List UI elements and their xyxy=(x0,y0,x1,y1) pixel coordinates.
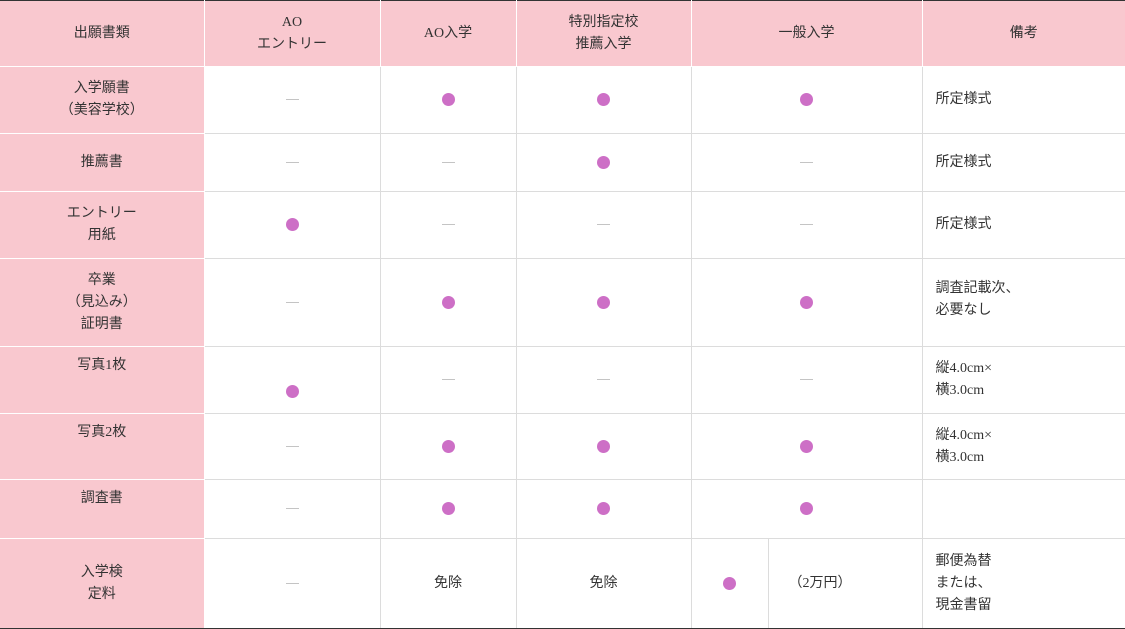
remarks-cell: 所定様式 xyxy=(921,133,1125,192)
row-label: 写真1枚 xyxy=(0,346,205,414)
table-row: 写真2枚 縦4.0cm× 横3.0cm xyxy=(0,413,1125,480)
table-row: 推薦書 所定様式 xyxy=(0,133,1125,192)
not-required-dash-icon xyxy=(285,301,299,303)
required-dot-icon xyxy=(441,439,455,453)
not-required-dash-icon xyxy=(285,582,299,584)
remarks-cell: 所定様式 xyxy=(921,66,1125,134)
table-row: 調査書 xyxy=(0,479,1125,539)
required-dot-icon xyxy=(597,155,610,169)
not-required-dash-icon xyxy=(285,508,299,510)
row-label: 調査書 xyxy=(0,479,205,539)
remarks-cell: 縦4.0cm× 横3.0cm xyxy=(921,346,1125,414)
mark-cell xyxy=(690,413,923,480)
mark-cell xyxy=(379,191,517,259)
mark-cell xyxy=(690,258,923,347)
required-dot-icon xyxy=(597,439,610,453)
fee-special-value: 免除 xyxy=(515,538,692,629)
not-required-dash-icon xyxy=(800,379,813,381)
mark-cell xyxy=(515,479,692,539)
not-required-dash-icon xyxy=(285,161,299,163)
not-required-dash-icon xyxy=(441,379,455,381)
required-dot-icon xyxy=(441,295,455,309)
mark-cell xyxy=(515,66,692,134)
remarks-cell: 調査記載次、 必要なし xyxy=(921,258,1125,347)
mark-cell xyxy=(203,191,381,259)
required-dot-icon xyxy=(800,295,813,309)
not-required-dash-icon xyxy=(285,99,299,101)
mark-cell xyxy=(203,66,381,134)
mark-cell xyxy=(515,133,692,192)
row-label: 入学願書 （美容学校） xyxy=(0,66,205,134)
table-row: 卒業 （見込み） 証明書 調査記載次、 必要なし xyxy=(0,258,1125,347)
required-dot-icon xyxy=(800,502,813,516)
not-required-dash-icon xyxy=(800,224,813,226)
mark-cell xyxy=(379,346,517,414)
mark-cell xyxy=(379,133,517,192)
mark-cell xyxy=(203,258,381,347)
table-row: エントリー 用紙 所定様式 xyxy=(0,191,1125,259)
not-required-dash-icon xyxy=(597,379,610,381)
mark-cell xyxy=(515,413,692,480)
mark-cell xyxy=(690,479,923,539)
mark-cell xyxy=(203,133,381,192)
mark-cell xyxy=(690,191,923,259)
mark-cell xyxy=(379,258,517,347)
remarks-cell xyxy=(921,479,1125,539)
mark-cell xyxy=(690,133,923,192)
header-ao-entry: AO エントリー xyxy=(203,0,381,67)
remarks-cell: 縦4.0cm× 横3.0cm xyxy=(921,413,1125,480)
required-dot-icon xyxy=(441,502,455,516)
table-row-fee: 入学検 定料 免除 免除 （2万円） 郵便為替 または、 現金書留 xyxy=(0,538,1125,629)
required-dot-icon xyxy=(441,93,455,107)
required-dot-icon xyxy=(597,93,610,107)
remarks-cell: 所定様式 xyxy=(921,191,1125,259)
header-remarks: 備考 xyxy=(921,0,1125,67)
mark-cell xyxy=(690,538,769,629)
mark-cell xyxy=(515,191,692,259)
mark-cell xyxy=(203,413,381,480)
mark-cell xyxy=(690,346,923,414)
row-label: 推薦書 xyxy=(0,133,205,192)
header-row: 出願書類 AO エントリー AO入学 特別指定校 推薦入学 一般入学 備考 xyxy=(0,0,1125,67)
not-required-dash-icon xyxy=(285,445,299,447)
mark-cell xyxy=(379,66,517,134)
table-row: 写真1枚 縦4.0cm× 横3.0cm xyxy=(0,346,1125,414)
row-label: 入学検 定料 xyxy=(0,538,205,629)
mark-cell xyxy=(203,346,381,414)
mark-cell xyxy=(379,413,517,480)
mark-cell xyxy=(690,66,923,134)
not-required-dash-icon xyxy=(800,161,813,163)
not-required-dash-icon xyxy=(597,224,610,226)
not-required-dash-icon xyxy=(441,161,455,163)
required-dot-icon xyxy=(800,93,813,107)
required-dot-icon xyxy=(723,576,736,590)
mark-cell xyxy=(203,479,381,539)
row-label: 卒業 （見込み） 証明書 xyxy=(0,258,205,347)
mark-cell xyxy=(515,258,692,347)
mark-cell xyxy=(379,479,517,539)
header-documents: 出願書類 xyxy=(0,0,205,67)
fee-ao-value: 免除 xyxy=(379,538,517,629)
required-dot-icon xyxy=(285,385,299,399)
fee-general-amount: （2万円） xyxy=(767,538,923,629)
header-ao-admission: AO入学 xyxy=(379,0,517,67)
header-special-recommendation: 特別指定校 推薦入学 xyxy=(515,0,692,67)
header-general-admission: 一般入学 xyxy=(690,0,923,67)
required-dot-icon xyxy=(285,218,299,232)
not-required-dash-icon xyxy=(441,224,455,226)
table-row: 入学願書 （美容学校） 所定様式 xyxy=(0,66,1125,134)
required-dot-icon xyxy=(597,295,610,309)
row-label: エントリー 用紙 xyxy=(0,191,205,259)
remarks-cell: 郵便為替 または、 現金書留 xyxy=(921,538,1125,629)
mark-cell xyxy=(203,538,381,629)
required-dot-icon xyxy=(800,439,813,453)
row-label: 写真2枚 xyxy=(0,413,205,480)
required-dot-icon xyxy=(597,502,610,516)
mark-cell xyxy=(515,346,692,414)
